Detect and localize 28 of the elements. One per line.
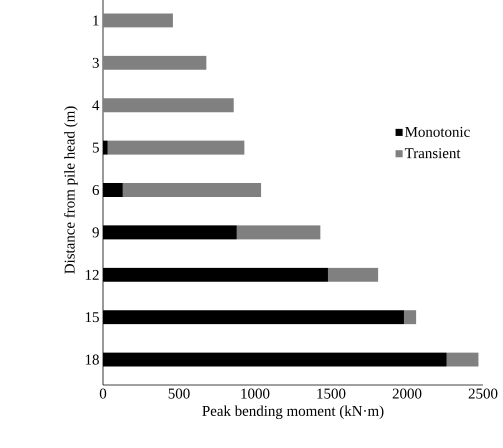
y-tick-label: 1 bbox=[93, 16, 99, 26]
y-tick-label: 9 bbox=[92, 227, 99, 238]
x-tick-label: 2500 bbox=[468, 388, 498, 399]
bar bbox=[108, 140, 244, 155]
y-tick-label: 12 bbox=[86, 270, 99, 280]
y-tick-label: 6 bbox=[92, 184, 100, 196]
x-tick-label: 2000 bbox=[392, 388, 422, 399]
y-tick-label: 4 bbox=[92, 100, 100, 110]
y-tick-label: 3 bbox=[92, 58, 99, 68]
bar bbox=[103, 13, 173, 28]
x-tick-label: 500 bbox=[168, 388, 190, 399]
bar bbox=[404, 310, 416, 324]
x-tick-label: 1500 bbox=[317, 388, 346, 399]
x-axis-title: Peak bending moment (kN·m) bbox=[202, 405, 384, 420]
x-tick-label: 1000 bbox=[241, 388, 270, 399]
bar bbox=[328, 268, 378, 282]
x-tick-label: 0 bbox=[100, 388, 106, 399]
bar bbox=[103, 98, 234, 112]
bar bbox=[236, 225, 320, 240]
bar bbox=[446, 352, 478, 367]
bar bbox=[122, 183, 262, 197]
y-tick-label: 18 bbox=[86, 354, 99, 365]
bar bbox=[103, 56, 206, 70]
y-tick-label: 15 bbox=[86, 312, 99, 322]
legend-label: Monotonic bbox=[405, 126, 470, 137]
y-tick-label: 5 bbox=[92, 142, 99, 153]
y-axis-title: Distance from pile head (m) bbox=[64, 106, 78, 274]
legend-label: Transient bbox=[404, 148, 460, 158]
